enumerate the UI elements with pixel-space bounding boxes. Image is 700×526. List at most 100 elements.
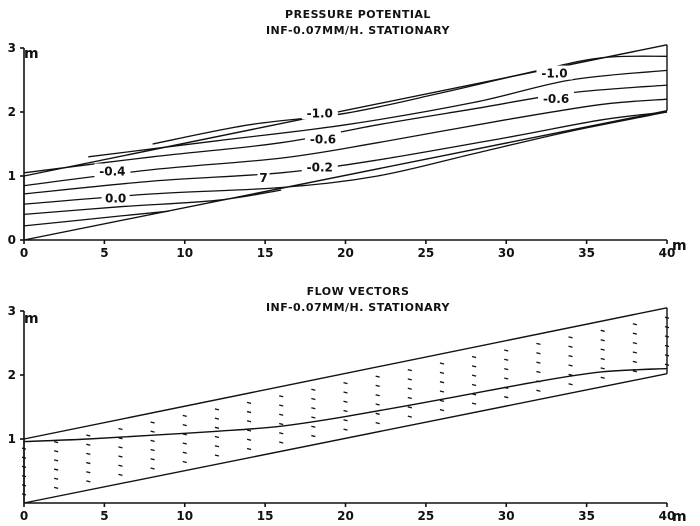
flow-vector-mark — [279, 413, 284, 416]
contour-label: 0.0 — [105, 191, 126, 205]
flow-vector-mark — [600, 376, 605, 379]
flow-vector-mark — [21, 465, 27, 469]
flow-vector-mark — [504, 368, 509, 371]
flow-vector-mark — [279, 441, 284, 444]
flow-water-table — [23, 367, 668, 443]
flow-vector-mark — [150, 467, 155, 470]
pressure-x-unit: m — [672, 238, 687, 254]
flow-vector-mark — [600, 348, 605, 351]
flow-vector-mark — [568, 364, 573, 367]
flow-vector-mark — [632, 351, 638, 354]
flow-vector-mark — [21, 484, 27, 487]
pressure-contour-line — [23, 189, 282, 216]
flow-vector-mark — [439, 381, 445, 384]
flow-vector-mark — [632, 370, 638, 373]
flow-vector-mark — [343, 400, 348, 403]
flow-x-tick-label: 30 — [498, 509, 515, 523]
flow-vector-mark — [214, 454, 220, 457]
pressure-y-tick-label: 1 — [8, 169, 16, 183]
flow-vector-mark — [150, 458, 155, 461]
flow-vector-mark — [343, 391, 348, 394]
flow-vector-mark — [439, 390, 445, 393]
contour-label: -0.6 — [310, 133, 336, 147]
flow-vector-mark — [536, 342, 541, 346]
pressure-y-unit: m — [24, 46, 39, 62]
flow-x-tick-label: 15 — [257, 509, 274, 523]
flow-vector-mark — [118, 427, 123, 431]
flow-vector-mark — [439, 399, 445, 402]
flow-vector-mark — [600, 357, 605, 361]
flow-vector-mark — [536, 380, 541, 383]
contour-label-background — [538, 91, 575, 106]
flow-vector-mark — [471, 374, 477, 377]
pressure-x-tick-label: 10 — [176, 246, 193, 260]
flow-vector-mark — [279, 422, 284, 426]
flow-x-tick-label: 10 — [176, 509, 193, 523]
flow-vector-mark — [536, 370, 541, 374]
flow-vector-mark — [246, 438, 252, 441]
pressure-contour-line — [152, 55, 668, 145]
flow-vector-mark — [311, 407, 316, 410]
flow-vector-mark — [214, 426, 220, 429]
flow-vector-mark — [311, 397, 316, 401]
flow-vector-mark — [150, 439, 155, 442]
flow-axes: 0 5 10 15 20 25 30 35 40 1 2 3 — [8, 304, 676, 523]
flow-vector-mark — [632, 341, 638, 345]
pressure-x-tick-label: 0 — [20, 246, 28, 260]
flow-title: FLOW VECTORS — [307, 285, 410, 298]
flow-vector-mark — [632, 360, 638, 364]
flow-vector-mark — [375, 403, 380, 406]
contour-label-background — [301, 105, 338, 120]
flow-vector-mark — [664, 363, 670, 366]
flow-vector-mark — [471, 383, 477, 387]
flow-vector-mark — [86, 461, 91, 465]
flow-vector-mark — [343, 428, 348, 431]
flow-vector-mark — [568, 373, 573, 376]
pressure-ground-surface — [23, 44, 668, 177]
flow-vector-mark — [343, 419, 348, 422]
flow-vector-mark — [279, 404, 284, 407]
flow-vector-mark — [632, 332, 638, 335]
flow-vector-mark — [86, 452, 91, 456]
flow-vector-mark — [53, 440, 59, 444]
flow-vector-mark — [311, 425, 316, 428]
flow-vector-mark — [246, 429, 252, 432]
contour-label-background — [536, 65, 573, 80]
flow-vector-mark — [311, 416, 316, 419]
flow-vector-mark — [53, 450, 59, 453]
flow-vector-mark — [600, 329, 605, 332]
flow-y-tick-label: 1 — [8, 432, 16, 446]
flow-vector-mark — [664, 344, 670, 348]
flow-vector-mark — [407, 396, 412, 400]
flow-vector-mark — [21, 474, 27, 478]
flow-vector-mark — [182, 433, 187, 436]
contour-label: 7 — [259, 171, 267, 185]
flow-x-tick-label: 20 — [337, 509, 354, 523]
contour-label-background — [301, 159, 338, 174]
flow-x-tick-label: 35 — [578, 509, 595, 523]
flow-vector-mark — [86, 434, 91, 437]
flow-vector-mark — [407, 415, 412, 418]
flow-vector-mark — [471, 365, 477, 368]
flow-subtitle: INF-0.07MM/H. STATIONARY — [266, 301, 451, 314]
flow-domain-boundary — [23, 307, 668, 504]
flow-vector-mark — [407, 378, 412, 381]
flow-vector-mark — [21, 456, 27, 459]
flow-vector-mark — [343, 409, 348, 413]
flow-y-tick-label: 3 — [8, 304, 16, 318]
pressure-contours — [23, 55, 668, 227]
flow-vector-mark — [86, 471, 91, 474]
flow-vector-mark — [664, 354, 670, 357]
pressure-title: PRESSURE POTENTIAL — [285, 8, 431, 21]
flow-x-tick-label: 40 — [659, 509, 676, 523]
pressure-y-tick-label: 3 — [8, 41, 16, 55]
flow-vector-mark — [53, 459, 59, 462]
flow-vector-mark — [279, 395, 284, 398]
flow-vector-mark — [439, 409, 445, 412]
contour-label: -0.4 — [99, 165, 125, 179]
flow-vector-mark — [150, 421, 155, 424]
flow-vector-mark — [21, 493, 27, 496]
flow-vector-mark — [568, 345, 573, 348]
flow-vector-mark — [214, 417, 220, 420]
